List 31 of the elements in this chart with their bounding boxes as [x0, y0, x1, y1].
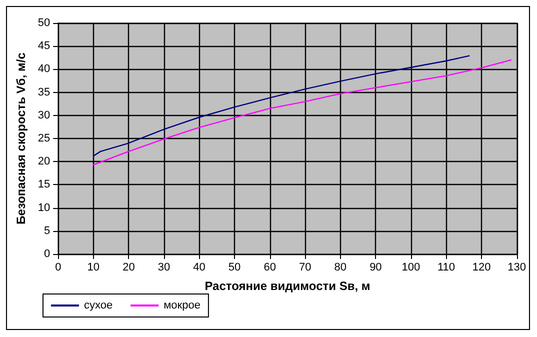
y-tick-label: 30: [38, 109, 50, 122]
y-tick-label: 5: [44, 224, 50, 237]
x-tick-label: 20: [122, 262, 135, 274]
line-series: [92, 55, 470, 157]
x-tick-label: 100: [402, 262, 420, 274]
y-axis-title: Безопасная скорость Vб, м/с: [14, 52, 28, 224]
y-tick-label: 20: [38, 156, 50, 168]
y-tick-label: 50: [38, 17, 50, 29]
x-tick-label: 40: [193, 262, 206, 274]
y-tick-label: 15: [38, 178, 50, 191]
x-tick-label: 80: [334, 262, 347, 274]
x-tick-label: 120: [472, 262, 491, 274]
y-tick-label: 0: [44, 248, 50, 260]
legend-label: сухое: [84, 300, 113, 312]
line-series: [92, 59, 512, 166]
x-tick-label: 60: [264, 262, 276, 274]
x-tick-label: 30: [158, 262, 170, 274]
y-tick-label: 35: [38, 86, 50, 98]
y-tick-label: 10: [38, 202, 50, 214]
x-tick-label: 110: [437, 262, 456, 274]
x-axis-title: Растояние видимости Sв, м: [204, 279, 370, 293]
y-tick-label: 45: [38, 40, 50, 52]
x-tick-label: 130: [508, 262, 526, 274]
y-tick-label: 25: [38, 132, 50, 144]
x-tick-label: 70: [298, 262, 312, 274]
y-tick-label: 40: [38, 63, 50, 76]
legend-label: мокрое: [164, 300, 200, 312]
x-tick-label: 90: [370, 262, 382, 274]
x-tick-label: 50: [228, 262, 241, 274]
x-tick-label: 0: [55, 262, 62, 274]
x-tick-label: 10: [87, 262, 100, 274]
